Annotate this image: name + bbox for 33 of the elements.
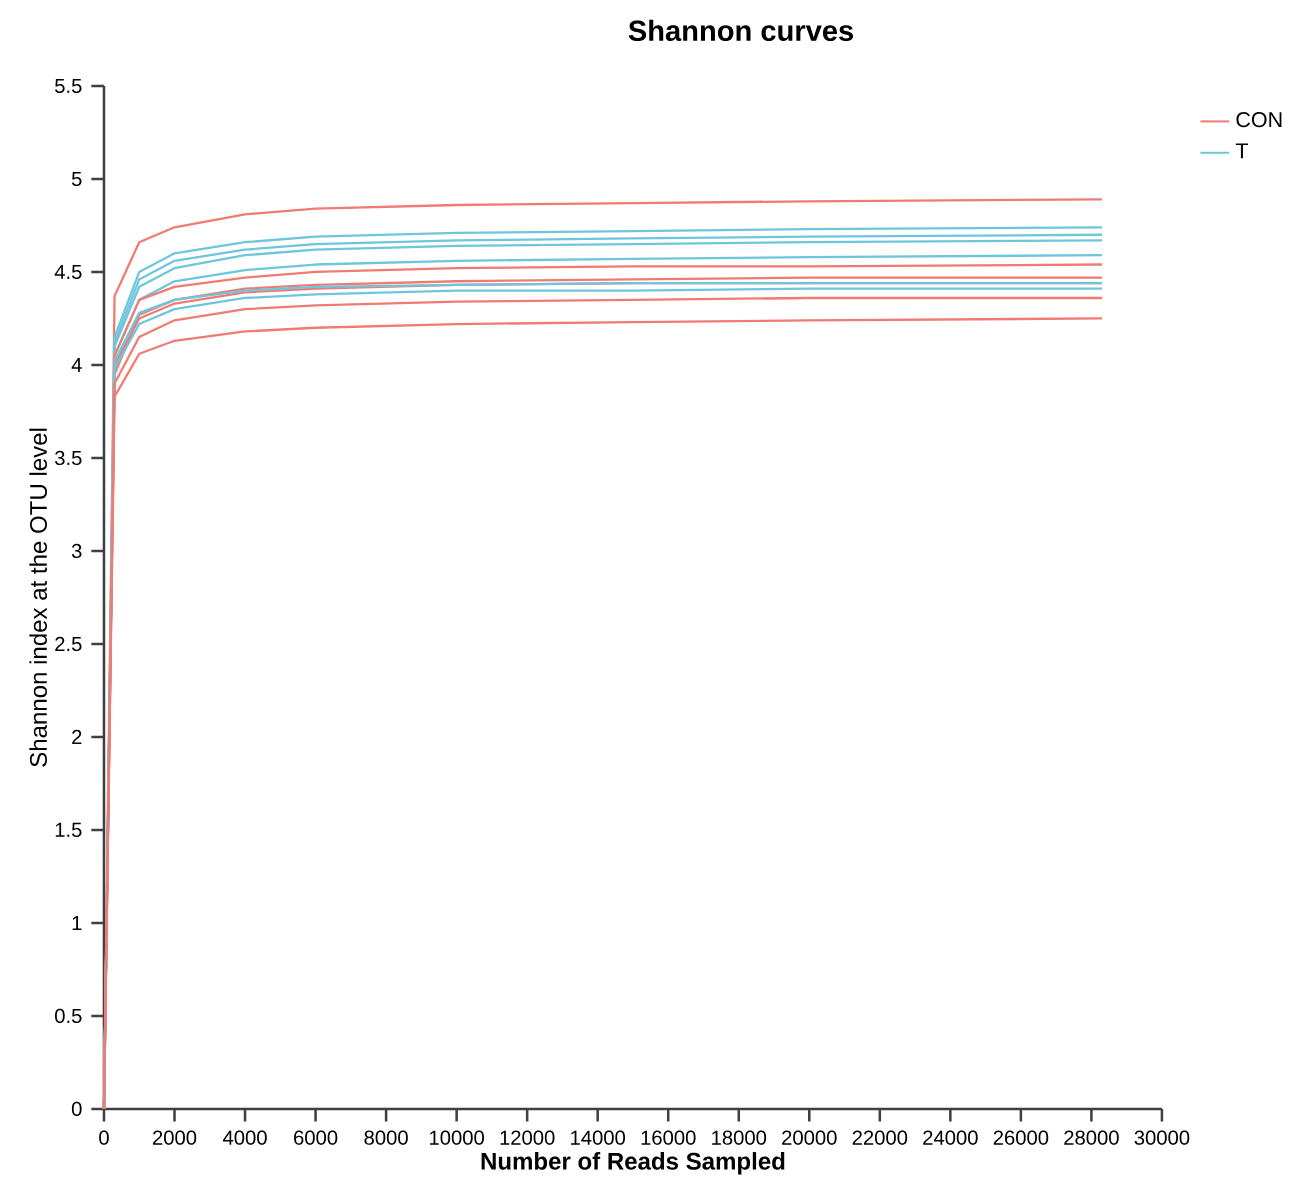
- y-tick-label: 2: [72, 729, 82, 745]
- x-tick-label: 18000: [712, 1130, 767, 1145]
- x-tick-label: 14000: [571, 1130, 626, 1145]
- x-tick-label: 10000: [430, 1130, 484, 1145]
- y-tick-label: 1.5: [55, 822, 82, 838]
- x-tick-label: 20000: [782, 1130, 837, 1145]
- chart-title: Shannon curves: [628, 19, 854, 42]
- x-tick-label: 22000: [852, 1130, 908, 1145]
- legend-label: CON: [1236, 112, 1282, 128]
- y-tick-label: 3: [71, 543, 82, 559]
- x-tick-label: 26000: [993, 1130, 1049, 1145]
- x-tick-label: 6000: [294, 1130, 338, 1145]
- legend-label: T: [1235, 143, 1249, 159]
- x-tick-label: 8000: [364, 1130, 408, 1145]
- y-tick-label: 0: [71, 1101, 82, 1117]
- y-tick-label: 0.5: [55, 1008, 82, 1024]
- x-axis-title: Number of Reads Sampled: [481, 1152, 785, 1175]
- x-tick-label: 24000: [923, 1130, 978, 1145]
- x-tick-label: 16000: [641, 1130, 696, 1145]
- x-tick-label: 12000: [500, 1130, 555, 1145]
- y-tick-label: 3.5: [54, 450, 82, 466]
- x-tick-label: 0: [99, 1130, 109, 1145]
- x-tick-label: 30000: [1134, 1130, 1190, 1145]
- y-tick-label: 4: [71, 358, 82, 372]
- y-tick-label: 5.5: [55, 78, 82, 94]
- x-tick-label: 2000: [153, 1130, 197, 1145]
- y-tick-label: 1: [72, 915, 82, 930]
- x-tick-label: 28000: [1064, 1130, 1119, 1145]
- y-tick-label: 5: [71, 171, 82, 187]
- y-tick-label: 2.5: [55, 636, 82, 652]
- x-tick-label: 4000: [223, 1130, 267, 1145]
- y-tick-label: 4.5: [54, 264, 82, 280]
- y-axis-title: Shannon index at the OTU level: [29, 428, 47, 767]
